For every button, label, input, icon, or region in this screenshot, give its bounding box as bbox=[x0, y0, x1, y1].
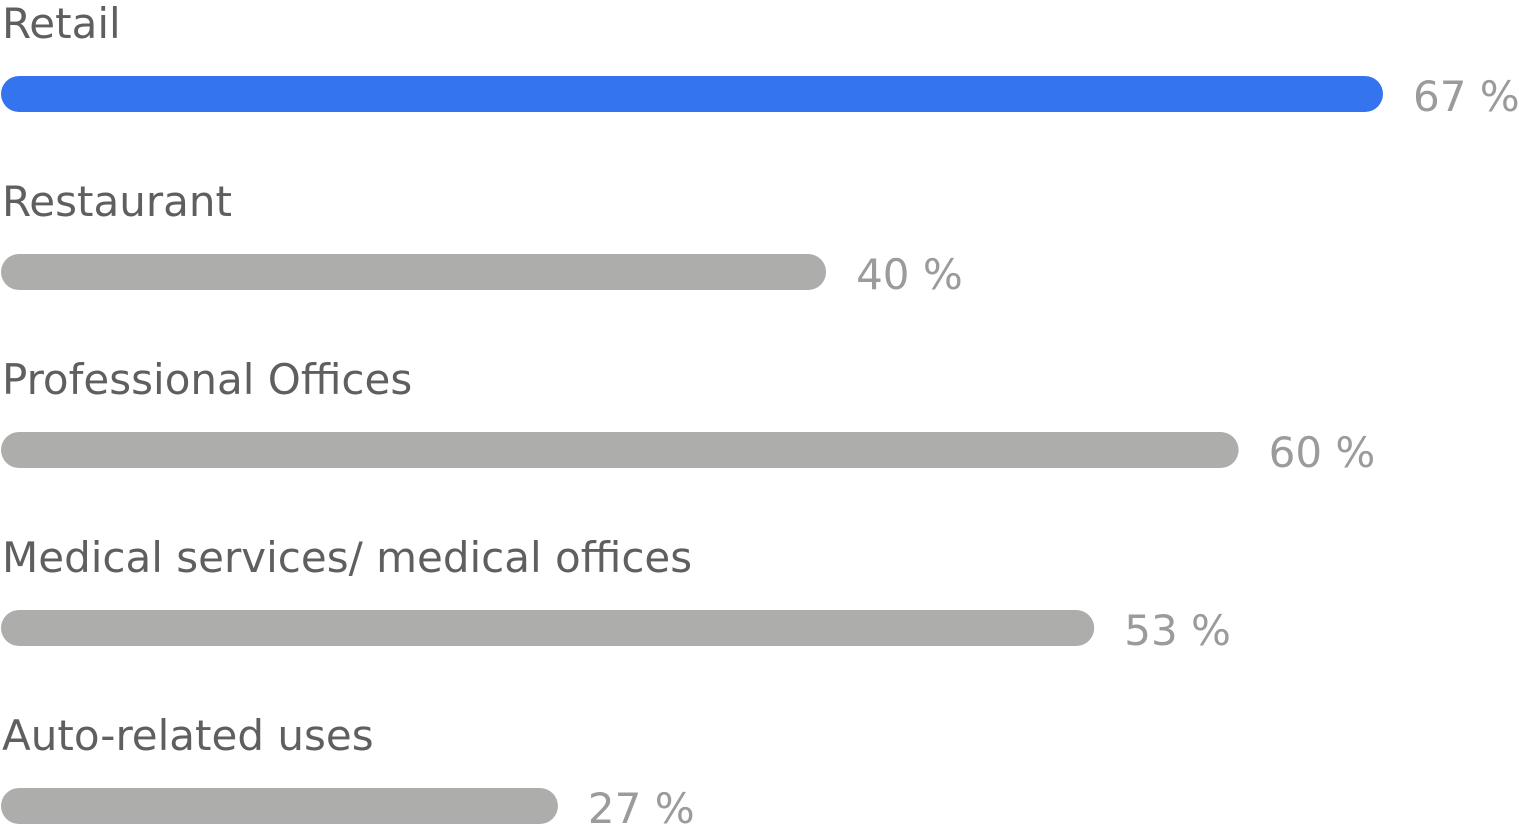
value-label: 27 % bbox=[588, 784, 695, 828]
value-label: 53 % bbox=[1124, 606, 1231, 655]
bar bbox=[1, 432, 1239, 468]
bar bbox=[1, 76, 1383, 112]
category-label: Medical services/ medical offices bbox=[2, 533, 692, 582]
bar bbox=[1, 788, 558, 824]
category-label: Retail bbox=[2, 0, 121, 48]
bar bbox=[1, 610, 1095, 646]
value-label: 67 % bbox=[1413, 72, 1519, 121]
value-label: 60 % bbox=[1269, 428, 1376, 477]
value-label: 40 % bbox=[856, 250, 963, 299]
bar bbox=[1, 254, 827, 290]
category-label: Restaurant bbox=[2, 177, 232, 226]
category-label: Auto-related uses bbox=[2, 711, 374, 760]
category-label: Professional Offices bbox=[2, 355, 412, 404]
